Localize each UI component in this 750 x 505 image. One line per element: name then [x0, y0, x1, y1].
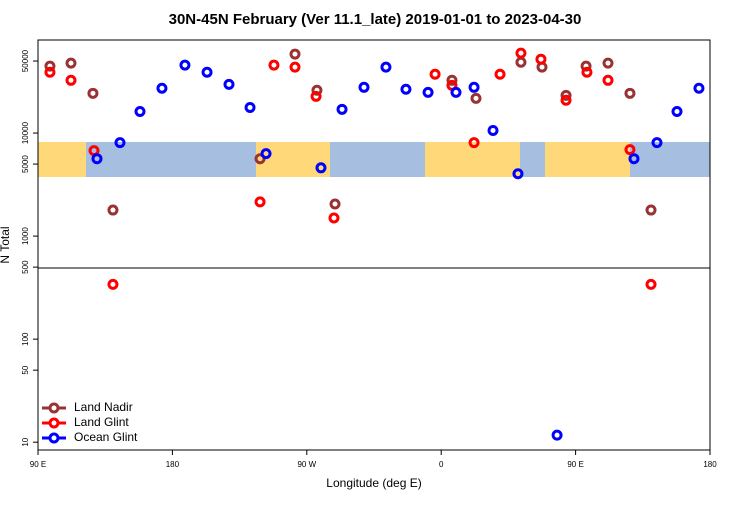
x-tick-label: 180 [703, 460, 717, 469]
point [624, 144, 636, 156]
point [223, 78, 235, 90]
x-tick-label: 180 [166, 460, 180, 469]
point [645, 204, 657, 216]
map-strip [38, 142, 710, 177]
point [315, 162, 327, 174]
point [260, 148, 272, 160]
point [268, 59, 280, 71]
point [446, 74, 458, 86]
x-tick-label: 90 E [567, 460, 583, 469]
point [400, 83, 412, 95]
point [289, 61, 301, 73]
land [38, 142, 86, 177]
point [289, 48, 301, 60]
point [429, 68, 441, 80]
point [512, 168, 524, 180]
point [134, 105, 146, 117]
legend-marker [48, 402, 60, 414]
point [515, 47, 527, 59]
point [580, 60, 592, 72]
point [535, 53, 547, 65]
legend-label: Ocean Glint [74, 430, 138, 444]
x-tick-label: 90 E [30, 460, 46, 469]
point [551, 429, 563, 441]
legend-marker [48, 417, 60, 429]
point [671, 105, 683, 117]
y-tick-label: 1000 [21, 227, 30, 245]
y-tick-label: 10000 [21, 121, 30, 144]
point [645, 278, 657, 290]
y-tick-label: 500 [21, 260, 30, 274]
point [44, 66, 56, 78]
legend-label: Land Nadir [74, 400, 133, 414]
point [624, 87, 636, 99]
x-tick-label: 0 [439, 460, 444, 469]
y-tick-label: 50 [21, 365, 30, 374]
point [87, 87, 99, 99]
y-tick-label: 100 [21, 332, 30, 346]
point [311, 84, 323, 96]
point [468, 81, 480, 93]
point [581, 66, 593, 78]
point [422, 86, 434, 98]
point [65, 74, 77, 86]
point [693, 82, 705, 94]
point [560, 89, 572, 101]
x-tick-label: 90 W [297, 460, 316, 469]
chart-title: 30N-45N February (Ver 11.1_late) 2019-01… [169, 11, 582, 28]
point [487, 124, 499, 136]
point [310, 90, 322, 102]
legend-label: Land Glint [74, 415, 129, 429]
plot-frame [37, 39, 711, 451]
point [107, 204, 119, 216]
point [44, 60, 56, 72]
point [651, 137, 663, 149]
point [336, 103, 348, 115]
point [602, 74, 614, 86]
x-axis-label: Longitude (deg E) [326, 476, 421, 490]
y-tick-label: 5000 [21, 155, 30, 173]
point [329, 198, 341, 210]
point [450, 86, 462, 98]
legend-marker [48, 432, 60, 444]
point [114, 137, 126, 149]
point [65, 57, 77, 69]
point [468, 137, 480, 149]
point [254, 196, 266, 208]
point [470, 92, 482, 104]
point [380, 61, 392, 73]
y-tick-label: 50000 [21, 49, 30, 72]
point [201, 66, 213, 78]
y-axis-label: N Total [0, 226, 12, 263]
point [91, 153, 103, 165]
point [494, 68, 506, 80]
point [602, 57, 614, 69]
y-tick-label: 10 [21, 437, 30, 446]
point [328, 212, 340, 224]
land [545, 142, 630, 177]
point [358, 81, 370, 93]
point [179, 59, 191, 71]
point [628, 153, 640, 165]
point [107, 278, 119, 290]
point [244, 102, 256, 114]
point [156, 82, 168, 94]
point [560, 94, 572, 106]
